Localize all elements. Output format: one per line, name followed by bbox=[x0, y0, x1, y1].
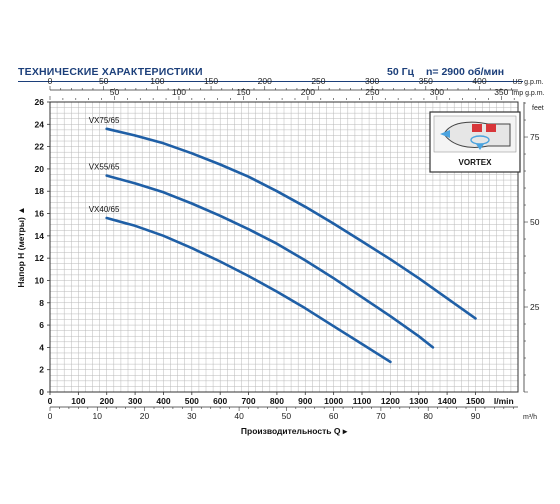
y-tick-label: 6 bbox=[39, 320, 44, 330]
y-tick-label: 20 bbox=[35, 164, 45, 174]
m3h-tick-label: 10 bbox=[93, 411, 103, 421]
vortex-pump-impeller-icon bbox=[433, 115, 517, 153]
feet-tick-label: 75 bbox=[530, 132, 540, 142]
imp-gpm-axis-unit: Imp g.p.m. bbox=[511, 90, 544, 97]
x-tick-label: 300 bbox=[128, 396, 142, 406]
imp-gpm-tick-label: 200 bbox=[301, 87, 315, 97]
y-tick-label: 26 bbox=[35, 97, 45, 107]
us-gpm-tick-label: 350 bbox=[419, 76, 433, 86]
us-gpm-tick-label: 0 bbox=[48, 76, 53, 86]
series-label-vx40-65: VX40/65 bbox=[89, 205, 120, 214]
imp-gpm-tick-label: 50 bbox=[110, 87, 120, 97]
y-tick-label: 0 bbox=[39, 387, 44, 397]
x-tick-label: 700 bbox=[241, 396, 255, 406]
x-axis-title: Производительность Q ▸ bbox=[241, 426, 348, 436]
x-tick-label: 500 bbox=[185, 396, 199, 406]
x-tick-label: 600 bbox=[213, 396, 227, 406]
feet-axis-unit: feet bbox=[532, 105, 544, 112]
x-tick-label: 400 bbox=[156, 396, 170, 406]
frequency-label: 50 Гц bbox=[387, 66, 415, 78]
y-tick-label: 14 bbox=[35, 231, 45, 241]
feet-tick-label: 25 bbox=[530, 302, 540, 312]
x-tick-label: 0 bbox=[48, 396, 53, 406]
series-label-vx75-65: VX75/65 bbox=[89, 116, 120, 125]
m3h-tick-label: 30 bbox=[187, 411, 197, 421]
y-axis-title: Напор Н (метры) ▲ bbox=[16, 206, 26, 287]
m3h-tick-label: 20 bbox=[140, 411, 150, 421]
us-gpm-tick-label: 300 bbox=[365, 76, 379, 86]
imp-gpm-tick-label: 350 bbox=[494, 87, 508, 97]
inset-label: VORTEX bbox=[459, 158, 493, 167]
x-tick-label: 1200 bbox=[381, 396, 400, 406]
impeller-blade-right bbox=[486, 124, 496, 132]
m3h-tick-label: 0 bbox=[48, 411, 53, 421]
curve-vx55-65 bbox=[105, 174, 435, 349]
x-tick-label: 1500 bbox=[466, 396, 485, 406]
x-tick-label: 1000 bbox=[324, 396, 343, 406]
x-axis-unit: l/min bbox=[494, 396, 514, 406]
curve-vx40-65 bbox=[105, 216, 392, 364]
imp-gpm-tick-label: 250 bbox=[365, 87, 379, 97]
m3h-axis-unit: m³/h bbox=[523, 414, 537, 421]
flow-arrow-left bbox=[440, 130, 450, 138]
vortex-inset: VORTEX bbox=[429, 111, 521, 173]
m3h-tick-label: 40 bbox=[234, 411, 244, 421]
x-tick-label: 200 bbox=[100, 396, 114, 406]
y-tick-label: 16 bbox=[35, 209, 45, 219]
imp-gpm-tick-label: 150 bbox=[236, 87, 250, 97]
x-tick-label: 1300 bbox=[409, 396, 428, 406]
m3h-tick-label: 90 bbox=[471, 411, 481, 421]
x-tick-label: 800 bbox=[270, 396, 284, 406]
impeller-blade-left bbox=[472, 124, 482, 132]
page-title: ТЕХНИЧЕСКИЕ ХАРАКТЕРИСТИКИ bbox=[18, 66, 203, 78]
x-tick-label: 1400 bbox=[438, 396, 457, 406]
us-gpm-axis-unit: US g.p.m. bbox=[512, 79, 543, 86]
us-gpm-tick-label: 50 bbox=[99, 76, 109, 86]
y-tick-label: 10 bbox=[35, 275, 45, 285]
y-tick-label: 24 bbox=[35, 119, 45, 129]
m3h-tick-label: 70 bbox=[376, 411, 386, 421]
m3h-tick-label: 50 bbox=[282, 411, 292, 421]
speed-label: n= 2900 об/мин bbox=[426, 66, 505, 78]
imp-gpm-tick-label: 300 bbox=[430, 87, 444, 97]
y-tick-label: 18 bbox=[35, 186, 45, 196]
plot-frame bbox=[49, 101, 519, 393]
y-tick-label: 4 bbox=[39, 342, 44, 352]
header-rule bbox=[18, 81, 523, 83]
header-row: ТЕХНИЧЕСКИЕ ХАРАКТЕРИСТИКИ 50 Гц n= 2900… bbox=[18, 66, 523, 82]
us-gpm-tick-label: 400 bbox=[472, 76, 486, 86]
curve-vx75-65 bbox=[105, 127, 477, 320]
y-tick-label: 2 bbox=[39, 365, 44, 375]
y-tick-label: 12 bbox=[35, 253, 45, 263]
m3h-tick-label: 60 bbox=[329, 411, 339, 421]
x-tick-label: 900 bbox=[298, 396, 312, 406]
feet-tick-label: 50 bbox=[530, 217, 540, 227]
series-label-vx55-65: VX55/65 bbox=[89, 163, 120, 172]
y-tick-label: 8 bbox=[39, 298, 44, 308]
us-gpm-tick-label: 200 bbox=[258, 76, 272, 86]
y-tick-label: 22 bbox=[35, 142, 45, 152]
flow-arrow-down bbox=[476, 144, 484, 150]
us-gpm-tick-label: 100 bbox=[150, 76, 164, 86]
us-gpm-tick-label: 250 bbox=[311, 76, 325, 86]
us-gpm-tick-label: 150 bbox=[204, 76, 218, 86]
x-tick-label: 100 bbox=[71, 396, 85, 406]
imp-gpm-tick-label: 100 bbox=[172, 87, 186, 97]
m3h-tick-label: 80 bbox=[423, 411, 433, 421]
x-tick-label: 1100 bbox=[353, 396, 372, 406]
